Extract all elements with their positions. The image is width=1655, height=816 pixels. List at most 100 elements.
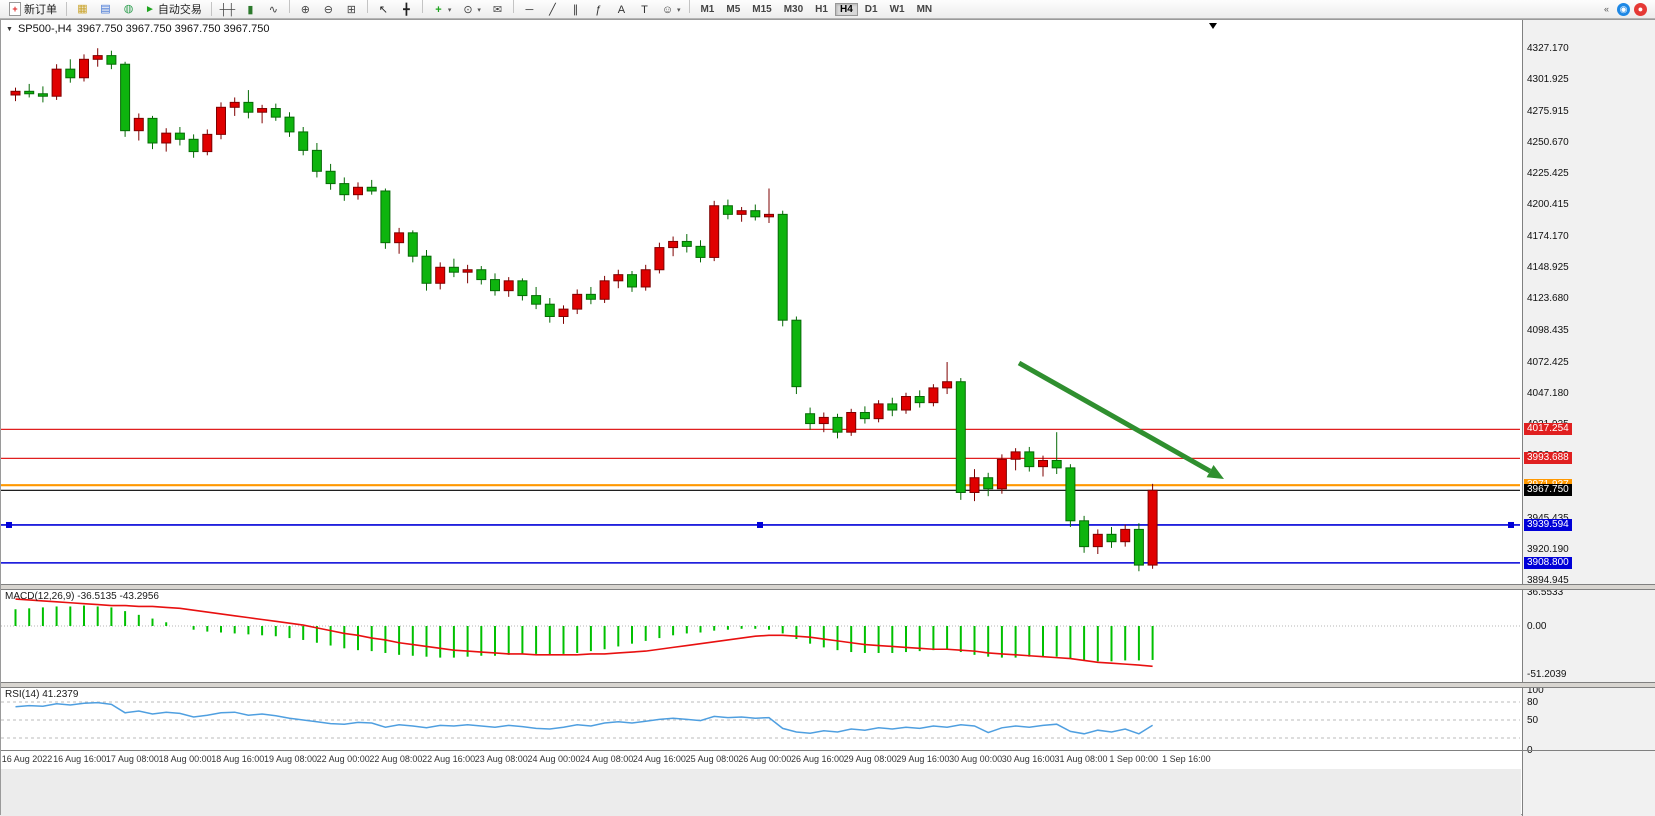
candle-body <box>517 280 528 297</box>
text-button[interactable]: A <box>610 1 633 20</box>
candle-body <box>161 132 172 144</box>
time-axis-label: 19 Aug 08:00 <box>263 754 318 764</box>
text-icon: A <box>617 3 626 16</box>
fibonacci-button[interactable]: ƒ <box>587 1 610 20</box>
channel-icon: ∥ <box>572 3 579 16</box>
collapse-toolbar-icon[interactable]: « <box>1603 4 1609 14</box>
time-axis-label: 22 Aug 00:00 <box>316 754 370 764</box>
price-scale-label: 3920.190 <box>1527 543 1569 555</box>
candle-body <box>777 213 788 321</box>
autotrading-button[interactable]: ► 自动交易 <box>140 0 207 19</box>
timeframe-m5[interactable]: M5 <box>726 3 741 15</box>
navigator-icon: ▤ <box>100 2 111 15</box>
candle-body <box>65 68 76 79</box>
price-scale-label: 4072.425 <box>1527 356 1569 368</box>
trend-arrow-head[interactable] <box>1206 465 1224 479</box>
mail-button[interactable]: ✉ <box>486 1 509 20</box>
candle-body <box>1024 451 1035 468</box>
trendline-button[interactable]: ╱ <box>541 1 564 20</box>
zoom-out-icon: ⊖ <box>323 3 334 16</box>
candle-body <box>955 381 966 493</box>
caret-icon: ▾ <box>676 7 681 14</box>
candle-body <box>873 403 884 420</box>
arrows-button[interactable]: ☺ ▾ <box>656 1 686 20</box>
line-chart-button[interactable]: ∿ <box>262 1 285 20</box>
bar-chart-button[interactable]: ┼┼ <box>216 1 239 20</box>
candle-body <box>805 413 816 425</box>
candle-body <box>572 293 583 310</box>
macd-label: MACD(12,26,9) -36.5135 -43.2956 <box>5 591 159 602</box>
tile-windows-button[interactable]: ⊞ <box>340 1 363 20</box>
price-badge-3939.594: 3939.594 <box>1524 518 1572 531</box>
channel-button[interactable]: ∥ <box>564 1 587 20</box>
toolbar-separator <box>288 0 290 13</box>
rsi-scale-label: 50 <box>1527 715 1539 726</box>
timeframe-m30[interactable]: M30 <box>783 3 804 15</box>
market-watch-button[interactable]: ▦ <box>71 0 94 19</box>
chart-menu-icon[interactable]: ▼ <box>6 25 13 33</box>
alerts-icon[interactable]: ● <box>1634 2 1647 16</box>
macd-canvas[interactable] <box>1 590 1522 682</box>
community-icon[interactable]: ◉ <box>1617 2 1630 16</box>
timeframe-d1[interactable]: D1 <box>864 3 878 15</box>
candle-body <box>859 411 870 420</box>
time-axis-label: 16 Aug 16:00 <box>53 754 107 764</box>
indicators-button[interactable]: + ▾ <box>427 1 457 20</box>
new-order-button[interactable]: + 新订单 <box>4 0 62 19</box>
rsi-line <box>15 701 1153 735</box>
candle-body <box>627 274 637 288</box>
candle-body <box>202 133 213 153</box>
chart-shift-marker[interactable] <box>1209 23 1217 29</box>
candle-body <box>325 170 336 185</box>
navigator-button[interactable]: ▤ <box>94 0 117 19</box>
candle-body <box>1038 459 1048 468</box>
periods-button[interactable]: ⊙ ▾ <box>456 1 486 20</box>
candlestick-chart-button[interactable]: ▮ <box>239 1 262 20</box>
zoom-out-button[interactable]: ⊖ <box>317 1 340 20</box>
chart-title-row: ▼ SP500-,H4 3967.750 3967.750 3967.750 3… <box>1 20 269 38</box>
line-handle[interactable] <box>1508 521 1514 528</box>
horizontal-line-button[interactable]: ─ <box>518 1 541 20</box>
toolbar-separator <box>66 2 67 16</box>
price-scale-label: 4327.170 <box>1527 43 1569 55</box>
mail-icon: ✉ <box>492 3 503 16</box>
candle-body <box>942 381 953 389</box>
price-scale-label: 4250.670 <box>1527 137 1569 149</box>
line-handle[interactable] <box>6 521 12 528</box>
time-axis-label: 18 Aug 00:00 <box>158 754 212 764</box>
price-scale-label: 4123.680 <box>1527 293 1569 305</box>
timeframe-h4[interactable]: H4 <box>834 2 858 16</box>
candle-body <box>996 458 1007 490</box>
time-axis-label: 24 Aug 08:00 <box>580 754 634 764</box>
timeframe-m1[interactable]: M1 <box>700 3 715 15</box>
candle-body <box>1120 528 1131 543</box>
crosshair-button[interactable]: ╋ <box>395 1 418 20</box>
terminal-button[interactable]: ◍ <box>117 0 140 19</box>
panel-separator[interactable] <box>1 584 1655 590</box>
toolbar-separator <box>512 0 514 13</box>
trend-arrow-shaft[interactable] <box>1017 360 1212 474</box>
line-handle[interactable] <box>757 521 763 528</box>
rsi-canvas[interactable] <box>1 688 1522 750</box>
indicators-icon: + <box>435 3 442 16</box>
candle-body <box>106 55 117 65</box>
panel-separator[interactable] <box>1 682 1655 688</box>
candle-body <box>1079 520 1090 548</box>
zoom-in-button[interactable]: ⊕ <box>294 1 317 20</box>
cursor-button[interactable]: ↖ <box>372 1 395 20</box>
price-chart-canvas[interactable] <box>1 39 1522 584</box>
timeframe-m15[interactable]: M15 <box>752 3 772 15</box>
price-scale-label: 4301.925 <box>1527 74 1569 86</box>
candle-body <box>585 293 596 300</box>
time-axis[interactable]: 16 Aug 2022 16 Aug 16:00 17 Aug 08:00 18 Au… <box>1 751 1522 768</box>
candle-body <box>544 303 555 318</box>
price-scale[interactable]: 4327.170 4301.925 4275.915 4250.670 4225.425… <box>1522 20 1655 816</box>
timeframe-w1[interactable]: W1 <box>889 3 905 15</box>
autotrading-play-icon: ► <box>145 3 155 15</box>
caret-icon: ▾ <box>477 7 481 14</box>
label-button[interactable]: T <box>633 1 656 20</box>
time-axis-line <box>1 750 1655 751</box>
timeframe-h1[interactable]: H1 <box>815 3 828 15</box>
arrows-icon: ☺ <box>661 3 674 16</box>
timeframe-mn[interactable]: MN <box>916 3 933 15</box>
